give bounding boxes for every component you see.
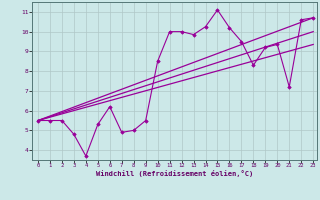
X-axis label: Windchill (Refroidissement éolien,°C): Windchill (Refroidissement éolien,°C) <box>96 170 253 177</box>
